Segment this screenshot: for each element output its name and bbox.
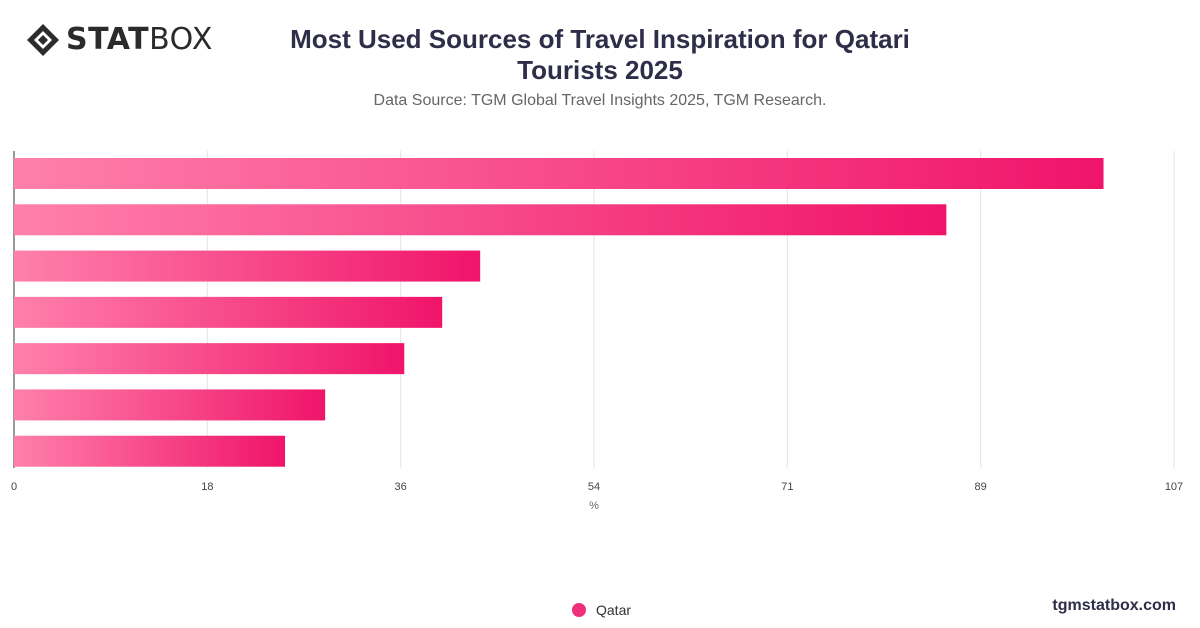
x-tick-label: 54 <box>588 481 600 493</box>
bar-1[interactable] <box>14 158 1104 189</box>
chart-title: Most Used Sources of Travel Inspiration … <box>250 24 950 86</box>
bar-5[interactable] <box>14 343 405 375</box>
statbox-logo: STATBOX <box>26 22 213 58</box>
bar-4[interactable] <box>14 296 443 328</box>
x-tick-label: 71 <box>781 481 793 493</box>
logo-text-bold: STAT <box>66 22 150 57</box>
chart-title-line-2: Tourists 2025 <box>517 55 683 85</box>
x-axis-label: % <box>589 500 599 512</box>
logo-wordmark: STATBOX <box>66 22 213 58</box>
bar-7[interactable] <box>14 435 286 467</box>
legend-swatch-qatar <box>572 603 586 617</box>
bar-2[interactable] <box>14 204 947 236</box>
bars <box>14 158 1104 467</box>
x-tick-label: 107 <box>1165 481 1183 493</box>
legend-label-qatar: Qatar <box>596 602 632 618</box>
logo-text-light: BOX <box>149 22 213 57</box>
legend[interactable]: Qatar <box>572 602 631 618</box>
bar-3[interactable] <box>14 250 481 282</box>
x-axis-ticks: 0 18 36 54 71 89 107 <box>11 481 1183 493</box>
brand-url: tgmstatbox.com <box>1052 597 1176 614</box>
x-tick-label: 89 <box>975 481 987 493</box>
x-tick-label: 18 <box>201 481 213 493</box>
x-tick-label: 0 <box>11 481 17 493</box>
bar-6[interactable] <box>14 389 326 421</box>
diamond-logo-icon <box>27 24 59 56</box>
x-tick-label: 36 <box>395 481 407 493</box>
chart-subtitle: Data Source: TGM Global Travel Insights … <box>373 92 827 109</box>
chart-title-line-1: Most Used Sources of Travel Inspiration … <box>290 24 910 54</box>
